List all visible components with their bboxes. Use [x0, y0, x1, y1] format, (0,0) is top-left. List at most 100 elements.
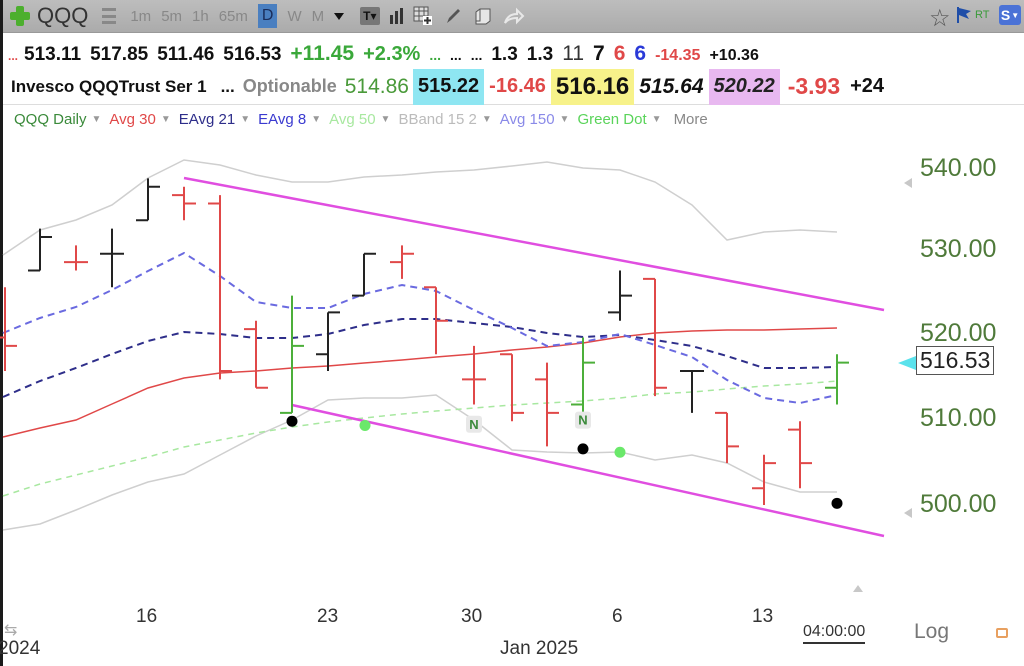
legend-avg-50[interactable]: Avg 50 — [329, 111, 376, 128]
symbol-input[interactable]: QQQ — [37, 3, 89, 28]
flag-icon[interactable] — [956, 6, 972, 23]
y-tick: 510.00 — [920, 404, 997, 432]
high-price: 517.85 — [90, 44, 149, 65]
stat-value: 1.3 — [491, 44, 518, 65]
price-change: -3.93 — [787, 73, 841, 99]
stat-value: 11 — [562, 42, 585, 65]
chevron-down-icon[interactable]: ▼ — [380, 114, 391, 125]
time-label[interactable]: 04:00:00 — [803, 623, 866, 644]
period-1m[interactable]: 1m — [130, 7, 152, 25]
toolbar: QQQ 1m 5m 1h 65m D W M T▾ ☆ RT S ▼ — [3, 0, 1024, 33]
swap-arrows-icon[interactable]: ⇆ — [4, 622, 18, 639]
price-value: 515.64 — [639, 74, 704, 98]
last-price-pointer-icon — [898, 356, 916, 370]
period-weekly[interactable]: W — [287, 7, 302, 25]
x-tick: 23 — [317, 606, 339, 627]
y-tick: 530.00 — [920, 235, 997, 263]
stat-value: 6 — [613, 42, 626, 65]
stat-value: +10.36 — [709, 47, 759, 64]
y-tick: 520.00 — [920, 319, 997, 347]
security-name: Invesco QQQTrust Ser 1 — [11, 76, 207, 96]
legend-more[interactable]: More — [673, 111, 708, 128]
bollinger-bands — [2, 159, 838, 531]
ellipsis: ... — [470, 47, 483, 63]
last-price-label: 516.53 — [916, 346, 995, 375]
chevron-down-icon[interactable]: ▼ — [311, 114, 322, 125]
x-tick: 16 — [136, 606, 158, 627]
period-1h[interactable]: 1h — [192, 7, 209, 25]
period-dropdown-icon[interactable] — [334, 12, 345, 20]
period-5m[interactable]: 5m — [161, 7, 183, 25]
realtime-badge: RT — [975, 9, 990, 21]
chevron-down-icon[interactable]: ▼ — [240, 114, 251, 125]
chevron-down-icon[interactable]: ▼ — [481, 114, 492, 125]
open-price: 513.11 — [24, 44, 82, 65]
stat-value: 6 — [634, 42, 647, 65]
lock-icon[interactable] — [996, 628, 1008, 638]
svg-text:N: N — [469, 417, 478, 432]
indicator-legend: QQQ Daily ▼ Avg 30 ▼ EAvg 21 ▼ EAvg 8 ▼ Avg … — [14, 111, 713, 128]
legend-avg-30[interactable]: Avg 30 — [109, 111, 156, 128]
x-year-label: 2024 — [0, 638, 41, 659]
favorite-star-icon[interactable]: ☆ — [929, 5, 951, 32]
highlight-price-pink: 520.22 — [708, 68, 780, 105]
low-price: 511.46 — [157, 44, 215, 65]
legend-qqq-daily[interactable]: QQQ Daily — [14, 111, 87, 128]
price-value: 514.86 — [344, 74, 409, 98]
ellipsis: ... — [8, 49, 19, 63]
scroll-up-icon[interactable] — [853, 585, 863, 592]
add-icon[interactable] — [9, 5, 31, 27]
share-icon[interactable] — [503, 4, 525, 28]
ellipsis: ... — [450, 47, 462, 63]
chevron-down-icon[interactable]: ▼ — [160, 114, 171, 125]
close-price: 516.53 — [223, 44, 282, 65]
stat-value: 1.3 — [526, 44, 554, 65]
window-edge — [0, 0, 3, 666]
svg-text:N: N — [578, 413, 587, 428]
text-tool-icon[interactable]: T▾ — [360, 7, 380, 25]
period-monthly[interactable]: M — [311, 7, 325, 25]
period-daily[interactable]: D — [257, 4, 278, 28]
quote-row-info: Invesco QQQTrust Ser 1 ... Optionable 51… — [3, 68, 1024, 105]
quote-row-ohlc: ... 513.11 517.85 511.46 516.53 +11.45 +… — [8, 42, 768, 68]
list-icon[interactable] — [102, 8, 117, 24]
legend-green-dot[interactable]: Green Dot — [577, 111, 647, 128]
legend-avg-150[interactable]: Avg 150 — [499, 111, 555, 128]
ellipsis: ... — [429, 47, 442, 63]
legend-eavg-8[interactable]: EAvg 8 — [258, 111, 307, 128]
chevron-down-icon[interactable]: ▼ — [91, 114, 102, 125]
price-change: -16.46 — [489, 75, 546, 97]
highlight-price-yellow: 516.16 — [550, 68, 635, 105]
change-percent: +2.3% — [363, 43, 421, 65]
period-65m[interactable]: 65m — [218, 7, 248, 25]
s-menu-button[interactable]: S ▼ — [999, 5, 1021, 25]
change-value: +11.45 — [290, 42, 355, 65]
stat-value: -14.35 — [655, 47, 701, 64]
eavg-21-line — [2, 318, 838, 398]
pencil-icon[interactable] — [443, 4, 463, 28]
optionable-label: Optionable — [242, 76, 337, 96]
ohlc-bars — [0, 178, 849, 505]
x-tick: 30 — [461, 606, 483, 627]
eavg-8-line — [2, 251, 838, 405]
price-change: +24 — [850, 75, 885, 97]
y-tick: 500.00 — [920, 490, 997, 518]
chevron-down-icon[interactable]: ▼ — [559, 114, 570, 125]
legend-bband[interactable]: BBand 15 2 — [398, 111, 477, 128]
chevron-down-icon: ▼ — [1011, 10, 1020, 20]
x-tick: 13 — [752, 606, 774, 627]
folder-icon[interactable] — [473, 4, 493, 28]
legend-eavg-21[interactable]: EAvg 21 — [178, 111, 236, 128]
log-scale-toggle[interactable]: Log — [914, 620, 950, 643]
ellipsis: ... — [220, 76, 235, 96]
chevron-down-icon[interactable]: ▼ — [651, 114, 662, 125]
trendlines[interactable] — [183, 176, 885, 538]
s-menu-label: S — [1000, 7, 1011, 23]
highlight-price-cyan: 515.22 — [412, 68, 485, 105]
y-axis-marker-bottom — [904, 508, 912, 518]
add-column-icon[interactable] — [413, 4, 433, 28]
bar-chart-icon[interactable] — [389, 8, 403, 24]
avg-30-line — [2, 327, 838, 438]
